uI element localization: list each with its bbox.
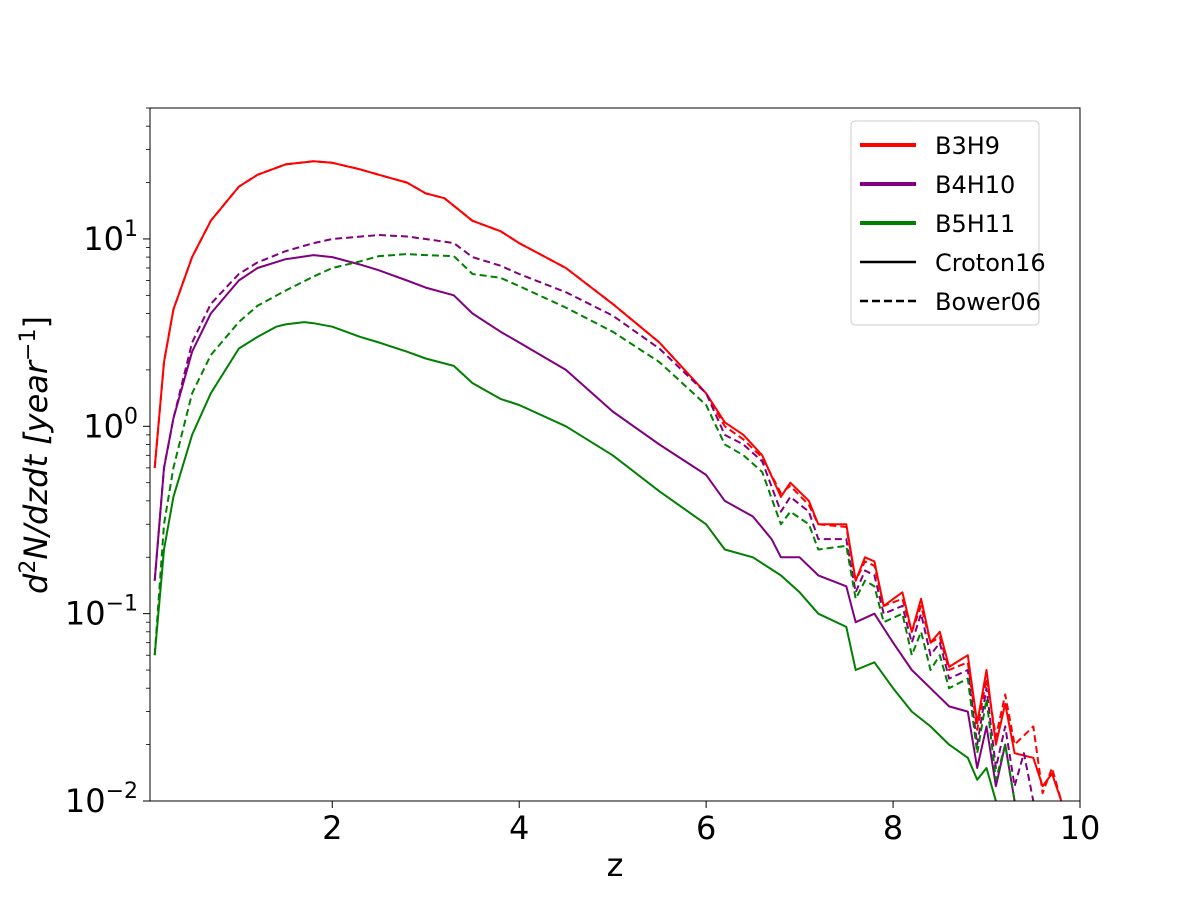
legend-label-b4h10: B4H10 xyxy=(935,171,1015,199)
x-tick-label: 2 xyxy=(322,809,342,847)
y-axis-label-sup: −1 xyxy=(16,329,41,361)
series-b5h11-croton16 xyxy=(153,321,997,801)
x-tick-label: 4 xyxy=(509,809,529,847)
series-b3h9-bower06 xyxy=(153,160,1063,801)
series-b5h11-bower06 xyxy=(153,253,1016,801)
legend-box xyxy=(850,120,1040,326)
legend-label-b3h9: B3H9 xyxy=(935,132,1000,160)
y-axis-label-mid: N/dzdt [year xyxy=(17,359,55,560)
plot-frame xyxy=(149,107,1081,802)
y-axis-label-d: d xyxy=(17,573,55,594)
x-axis: 2 4 6 8 10 xyxy=(322,801,1100,847)
legend: B3H9 B4H10 B5H11 Croton16 Bower06 xyxy=(850,120,1046,326)
x-axis-label: z xyxy=(607,846,624,884)
y-axis-label-close: ] xyxy=(17,316,55,328)
y-tick-label: 10−1 xyxy=(65,592,138,633)
series-layer xyxy=(153,160,1063,801)
series-b4h10-croton16 xyxy=(153,254,1016,801)
y-tick-label: 10−2 xyxy=(65,779,138,820)
legend-label-croton16: Croton16 xyxy=(935,249,1046,277)
legend-label-b5h11: B5H11 xyxy=(935,210,1015,238)
y-axis: 10−2 10−1 100 101 xyxy=(65,107,150,820)
y-axis-label-sup2: 2 xyxy=(16,560,41,574)
y-tick-label: 101 xyxy=(83,217,138,258)
x-tick-label: 6 xyxy=(696,809,716,847)
x-tick-label: 10 xyxy=(1060,809,1101,847)
x-tick-label: 8 xyxy=(883,809,903,847)
legend-label-bower06: Bower06 xyxy=(935,288,1041,316)
y-tick-label: 100 xyxy=(83,404,138,445)
y-axis-label: d2N/dzdt [year−1] xyxy=(16,316,55,594)
series-b4h10-bower06 xyxy=(153,234,1035,801)
